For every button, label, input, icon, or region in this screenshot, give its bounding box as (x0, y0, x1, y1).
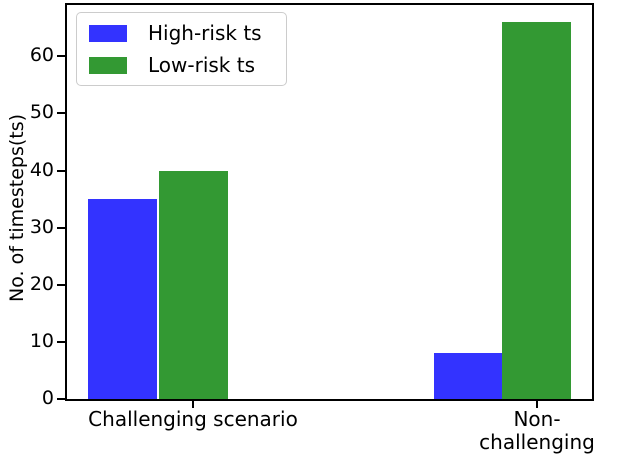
y-tick-mark-40 (57, 170, 65, 172)
bar-low-risk-ts-non-challenging (502, 22, 571, 399)
y-tick-label-60: 60 (29, 44, 54, 66)
plot-area (65, 3, 594, 401)
low-risk-swatch-icon (89, 56, 127, 74)
y-tick-mark-60 (57, 55, 65, 57)
x-tick-label-non-challenging: Non-challenging scenario (479, 407, 595, 454)
y-tick-label-0: 0 (41, 387, 54, 409)
legend-item-low-risk: Low-risk ts (89, 54, 274, 76)
high-risk-swatch-icon (89, 24, 127, 42)
bar-low-risk-ts-challenging (159, 171, 228, 399)
y-tick-label-30: 30 (29, 216, 54, 238)
legend: High-risk ts Low-risk ts (76, 12, 287, 86)
y-tick-mark-30 (57, 227, 65, 229)
y-tick-mark-20 (57, 284, 65, 286)
y-tick-label-50: 50 (29, 101, 54, 123)
x-tick-mark-non-challenging (536, 401, 538, 408)
y-tick-label-40: 40 (29, 159, 54, 181)
y-tick-mark-50 (57, 112, 65, 114)
bar-high-risk-ts-non-challenging (434, 353, 503, 399)
x-tick-label-challenging: Challenging scenario (88, 407, 298, 431)
x-tick-mark-challenging (192, 401, 194, 408)
bar-high-risk-ts-challenging (88, 199, 157, 399)
legend-label-high-risk: High-risk ts (148, 21, 262, 45)
y-tick-mark-0 (57, 398, 65, 400)
legend-label-low-risk: Low-risk ts (148, 53, 256, 77)
legend-item-high-risk: High-risk ts (89, 22, 274, 44)
y-tick-mark-10 (57, 341, 65, 343)
y-tick-label-20: 20 (29, 273, 54, 295)
y-tick-label-10: 10 (29, 330, 54, 352)
